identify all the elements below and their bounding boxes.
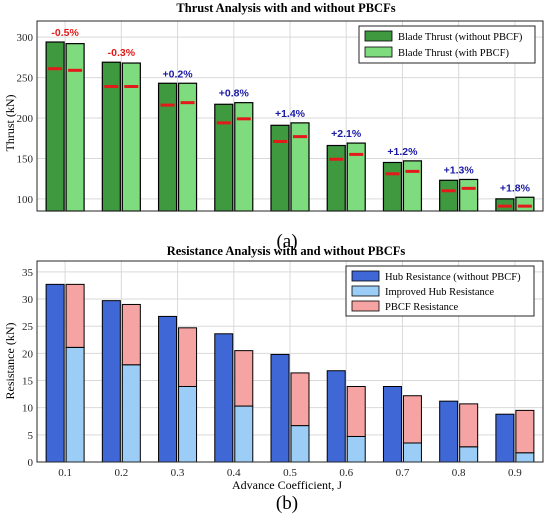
hub-resistance-bar bbox=[439, 400, 459, 463]
improved-hub-resistance-bar bbox=[515, 452, 535, 463]
legend-a-swatch-0 bbox=[364, 30, 393, 42]
improved-hub-resistance-bar bbox=[459, 446, 479, 463]
chart-a-title: Thrust Analysis with and without PBCFs bbox=[176, 1, 395, 15]
legend-b-swatch-1 bbox=[351, 285, 380, 297]
chart-a-ytick-label: 300 bbox=[17, 32, 34, 44]
legend-b-label-0: Hub Resistance (without PBCF) bbox=[385, 272, 521, 283]
legend-b-label-2: PBCF Resistance bbox=[385, 302, 459, 313]
thrust-change-label: -0.5% bbox=[51, 27, 79, 39]
thrust-bar-without-pbcf bbox=[439, 179, 459, 212]
thrust-change-label: +1.3% bbox=[444, 164, 475, 176]
chart-a-ytick-label: 100 bbox=[17, 194, 34, 206]
improved-hub-resistance-bar bbox=[290, 425, 310, 463]
pbcf-resistance-bar bbox=[234, 350, 254, 407]
hub-resistance-bar bbox=[270, 353, 290, 463]
chart-b-xtick-label: 0.6 bbox=[339, 467, 353, 479]
thrust-change-label: +0.2% bbox=[163, 68, 194, 80]
thrust-bar-without-pbcf bbox=[326, 144, 346, 212]
thrust-change-label: -0.3% bbox=[108, 47, 136, 59]
chart-a-panel-label: (a) bbox=[276, 231, 297, 252]
chart-b-axis-box bbox=[36, 260, 544, 463]
chart-b-ylabel: Resistance (kN) bbox=[3, 323, 17, 400]
chart-b-legend: Hub Resistance (without PBCF) Improved H… bbox=[345, 265, 535, 317]
chart-b-xtick-label: 0.3 bbox=[171, 467, 185, 479]
legend-a-swatch-1 bbox=[364, 46, 393, 58]
improved-hub-resistance-bar bbox=[121, 364, 141, 463]
pbcf-resistance-bar bbox=[402, 395, 422, 444]
legend-a-label-0: Blade Thrust (without PBCF) bbox=[398, 32, 523, 43]
thrust-change-label: +2.1% bbox=[331, 128, 362, 140]
hub-resistance-bar bbox=[101, 300, 121, 463]
hub-resistance-bar bbox=[214, 333, 234, 463]
chart-b-xtick-label: 0.2 bbox=[114, 467, 128, 479]
thrust-change-label: +1.4% bbox=[275, 108, 306, 120]
hub-resistance-bar bbox=[495, 413, 515, 463]
thrust-bar-with-pbcf bbox=[402, 160, 423, 212]
thrust-bar-without-pbcf bbox=[214, 103, 234, 212]
thrust-bar-without-pbcf bbox=[382, 161, 403, 212]
thrust-change-label: +1.2% bbox=[387, 146, 418, 158]
improved-hub-resistance-bar bbox=[346, 435, 366, 463]
pbcf-resistance-bar bbox=[515, 409, 535, 454]
thrust-bar-with-pbcf bbox=[65, 43, 85, 212]
chart-b-ytick-label: 30 bbox=[22, 294, 34, 306]
chart-b-xlabel: Advance Coefficient, J bbox=[232, 478, 342, 492]
chart-a-ytick-label: 150 bbox=[17, 153, 34, 165]
chart-a-axis-box bbox=[36, 20, 544, 212]
hub-resistance-bar bbox=[382, 385, 402, 463]
chart-b-xtick-label: 0.7 bbox=[396, 467, 410, 479]
improved-hub-resistance-bar bbox=[178, 385, 198, 463]
pbcf-resistance-bar bbox=[65, 283, 85, 348]
pbcf-resistance-bar bbox=[459, 403, 479, 448]
thrust-bar-without-pbcf bbox=[157, 82, 178, 212]
chart-b-xtick-label: 0.5 bbox=[283, 467, 297, 479]
thrust-bar-with-pbcf bbox=[515, 196, 535, 212]
thrust-bar-with-pbcf bbox=[459, 178, 479, 212]
hub-resistance-bar bbox=[158, 315, 178, 463]
legend-b-swatch-0 bbox=[351, 270, 380, 282]
chart-a-plot: 100 150 200 250 300 -0.5% -0.3% +0.2% +0.8% +1.4%… bbox=[17, 20, 544, 212]
thrust-change-label: +0.8% bbox=[219, 88, 250, 100]
legend-b-label-1: Improved Hub Resistance bbox=[385, 287, 494, 298]
chart-b-ytick-label: 0 bbox=[28, 457, 34, 469]
thrust-bar-without-pbcf bbox=[101, 61, 121, 212]
improved-hub-resistance-bar bbox=[65, 346, 85, 463]
chart-a-ytick-label: 200 bbox=[17, 113, 34, 125]
chart-b-xtick-label: 0.8 bbox=[452, 467, 466, 479]
pbcf-resistance-bar bbox=[178, 327, 198, 387]
improved-hub-resistance-bar bbox=[234, 405, 254, 463]
hub-resistance-bar bbox=[45, 283, 65, 463]
thrust-bar-without-pbcf bbox=[270, 124, 290, 212]
chart-b-ytick-label: 15 bbox=[22, 376, 34, 388]
thrust-change-label: +1.8% bbox=[500, 182, 531, 194]
chart-b-panel-label: (b) bbox=[276, 493, 298, 514]
pbcf-resistance-bar bbox=[290, 372, 310, 427]
chart-b-xtick-label: 0.4 bbox=[227, 467, 241, 479]
hub-resistance-bar bbox=[326, 370, 346, 463]
chart-b-ytick-label: 10 bbox=[22, 403, 34, 415]
chart-b-title: Resistance Analysis with and without PBC… bbox=[167, 244, 406, 258]
chart-b-xtick-label: 0.9 bbox=[508, 467, 522, 479]
chart-b-ytick-label: 25 bbox=[22, 321, 34, 333]
pbcf-resistance-bar bbox=[346, 385, 366, 437]
pbcf-resistance-bar bbox=[121, 303, 141, 366]
chart-b-ytick-label: 5 bbox=[28, 430, 34, 442]
chart-a-ytick-label: 250 bbox=[17, 73, 34, 85]
chart-b-xtick-label: 0.1 bbox=[58, 467, 72, 479]
improved-hub-resistance-bar bbox=[402, 442, 422, 463]
chart-b-ytick-label: 20 bbox=[22, 348, 34, 360]
chart-a-ylabel: Thrust (kN) bbox=[3, 95, 17, 152]
legend-b-swatch-2 bbox=[351, 300, 380, 312]
legend-a-label-1: Blade Thrust (with PBCF) bbox=[398, 48, 509, 59]
chart-a-legend: Blade Thrust (without PBCF) Blade Thrust… bbox=[358, 25, 536, 64]
chart-b-ytick-label: 35 bbox=[22, 267, 34, 279]
